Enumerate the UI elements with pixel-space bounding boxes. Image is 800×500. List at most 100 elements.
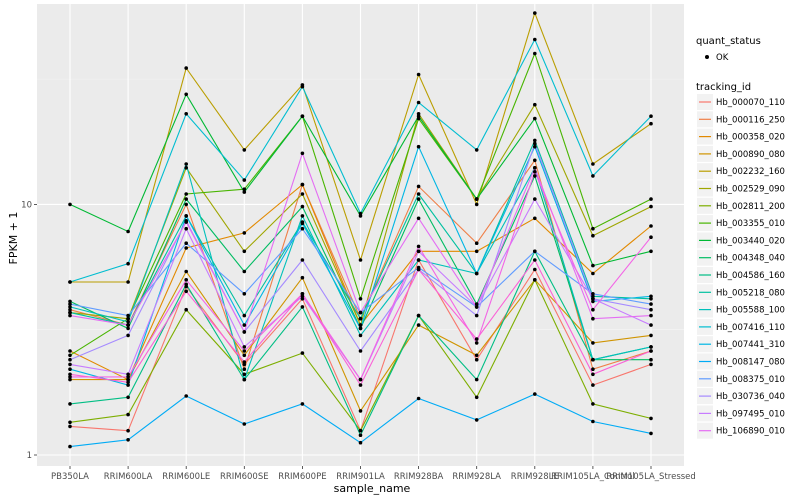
- data-point: [68, 377, 72, 382]
- data-point: [474, 337, 479, 341]
- data-point: [358, 297, 363, 301]
- legend-label: Hb_000116_250: [716, 115, 785, 125]
- y-tick-label: 10: [21, 200, 32, 210]
- data-point: [300, 297, 305, 301]
- data-point: [358, 409, 363, 413]
- data-point: [358, 310, 363, 315]
- data-point: [474, 353, 479, 358]
- data-point: [126, 438, 130, 442]
- data-point: [126, 229, 130, 234]
- x-tick-label: PB350LA: [51, 472, 89, 482]
- data-point: [649, 294, 653, 299]
- data-point: [533, 51, 537, 56]
- data-point: [126, 323, 130, 327]
- data-point: [242, 377, 247, 382]
- data-point: [591, 271, 595, 276]
- y-tick-label: 1: [27, 451, 32, 461]
- data-point: [533, 138, 537, 143]
- data-point: [242, 349, 247, 353]
- data-point: [591, 357, 595, 362]
- data-point: [533, 11, 537, 15]
- legend-label: Hb_002811_200: [716, 202, 785, 212]
- legend-label: Hb_005588_100: [716, 306, 785, 316]
- data-point: [184, 278, 188, 282]
- data-point: [416, 144, 421, 149]
- data-point: [416, 313, 421, 318]
- legend-item: Hb_005588_100: [697, 301, 785, 318]
- legend-item: Hb_004586_160: [697, 267, 785, 283]
- data-point: [416, 184, 421, 189]
- data-point: [126, 375, 130, 379]
- legend-item: Hb_097495_010: [697, 405, 785, 422]
- data-point: [358, 211, 363, 216]
- data-point: [184, 289, 188, 294]
- data-point: [533, 249, 537, 254]
- data-point: [416, 72, 421, 77]
- data-point: [242, 345, 247, 349]
- data-point: [591, 419, 595, 424]
- data-point: [126, 428, 130, 433]
- data-point: [300, 204, 305, 209]
- data-point: [591, 341, 595, 345]
- data-point: [126, 316, 130, 321]
- x-tick-label: RRIM600LA: [104, 472, 153, 482]
- legend-item: Hb_002232_160: [697, 163, 785, 180]
- data-point: [184, 241, 188, 245]
- data-point: [649, 197, 653, 201]
- data-point: [242, 148, 247, 152]
- data-point: [184, 246, 188, 250]
- data-point: [68, 353, 72, 358]
- data-point: [184, 214, 188, 218]
- data-point: [184, 282, 188, 287]
- data-point: [126, 377, 130, 382]
- data-point: [184, 92, 188, 97]
- legend-label: Hb_008147_080: [716, 358, 785, 368]
- data-point: [126, 313, 130, 318]
- data-point: [358, 326, 363, 331]
- data-point: [591, 316, 595, 321]
- legend-label: Hb_007416_110: [716, 323, 785, 333]
- data-point: [533, 170, 537, 174]
- data-point: [358, 349, 363, 353]
- x-axis-title: sample_name: [334, 482, 411, 495]
- data-point: [591, 402, 595, 406]
- data-point: [649, 302, 653, 306]
- legend-label: Hb_106890_010: [716, 427, 785, 437]
- data-point: [68, 367, 72, 372]
- legend-item: Hb_008147_080: [697, 353, 785, 370]
- legend: quant_status OK tracking_id Hb_000070_11…: [696, 36, 785, 439]
- data-point: [68, 357, 72, 362]
- data-point: [591, 297, 595, 301]
- data-point: [649, 307, 653, 312]
- legend-label: Hb_000070_110: [716, 98, 785, 108]
- legend-label: Hb_002529_090: [716, 185, 785, 195]
- data-point: [649, 313, 653, 318]
- data-point: [416, 244, 421, 249]
- data-point: [649, 121, 653, 126]
- data-point: [649, 235, 653, 239]
- legend-item: Hb_007416_110: [697, 318, 785, 335]
- data-point: [242, 292, 247, 296]
- data-point: [649, 362, 653, 367]
- data-point: [358, 258, 363, 262]
- legend-label: Hb_003440_020: [716, 236, 785, 246]
- legend-item: Hb_000890_080: [697, 145, 785, 162]
- legend-items: Hb_000070_110 Hb_000116_250 Hb_000358_020 H…: [697, 94, 785, 439]
- data-point: [358, 428, 363, 433]
- data-point: [300, 114, 305, 118]
- data-point: [474, 302, 479, 306]
- data-point: [474, 341, 479, 345]
- legend-label: Hb_005218_080: [716, 288, 785, 298]
- data-point: [68, 372, 72, 377]
- y-axis-ticks: 1 10: [21, 200, 37, 461]
- data-point: [242, 313, 247, 318]
- data-point: [533, 37, 537, 42]
- data-point: [300, 292, 305, 296]
- legend-label: Hb_004348_040: [716, 254, 785, 264]
- data-point: [533, 197, 537, 201]
- legend-label: Hb_097495_010: [716, 409, 785, 419]
- data-point: [184, 162, 188, 166]
- legend-item: Hb_106890_010: [697, 422, 785, 439]
- data-point: [474, 418, 479, 422]
- data-point: [591, 162, 595, 166]
